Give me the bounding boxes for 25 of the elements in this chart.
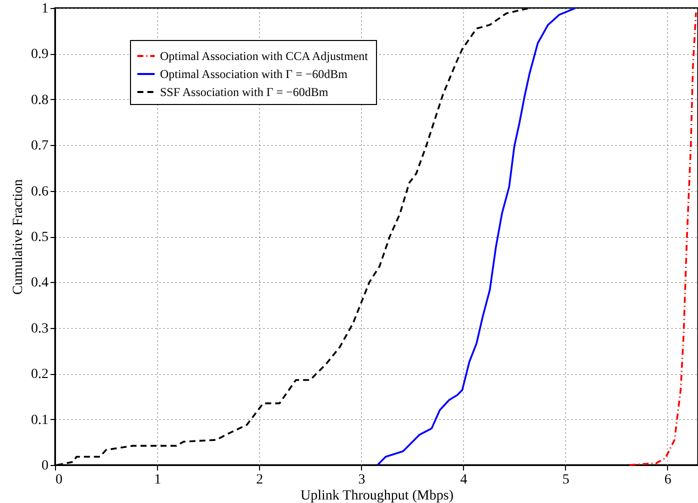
y-tick-label: 1 <box>42 2 48 16</box>
x-tick-label: 6 <box>664 472 672 488</box>
y-tick-label: 0.5 <box>31 230 48 245</box>
x-tick-label: 1 <box>154 472 162 488</box>
x-tick-label: 5 <box>562 472 570 488</box>
x-tick-label: 0 <box>56 472 62 488</box>
legend-label: SSF Association with Γ = −60dBm <box>160 85 329 99</box>
y-axis-title: Cumulative Fraction <box>11 179 26 295</box>
y-tick-label: 0.4 <box>31 276 48 291</box>
line-series <box>376 7 576 466</box>
x-tick-label: 2 <box>256 472 264 488</box>
y-tick-label: 0 <box>42 458 48 474</box>
y-tick-label: 0.8 <box>31 92 48 108</box>
legend-label: Optimal Association with Γ = −60dBm <box>160 67 348 81</box>
y-tick-label: 0.7 <box>31 138 48 154</box>
line-series <box>628 12 697 466</box>
y-tick-label: 0.3 <box>31 321 48 336</box>
y-tick-label: 0.1 <box>31 412 48 428</box>
x-axis-title: Uplink Throughput (Mbps) <box>300 488 454 503</box>
y-tick-label: 0.6 <box>31 184 48 200</box>
legend-label: Optimal Association with CCA Adjustment <box>160 49 369 63</box>
y-tick-label: 0.2 <box>31 367 48 382</box>
x-tick-label: 3 <box>358 472 366 488</box>
x-tick-label: 4 <box>460 472 468 488</box>
y-tick-label: 0.9 <box>31 47 48 62</box>
